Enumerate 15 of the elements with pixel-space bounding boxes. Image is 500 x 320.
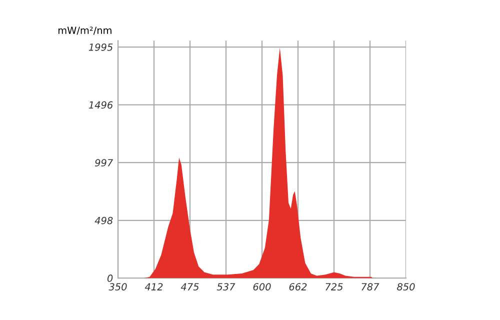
y-tick-label: 498: [94, 216, 113, 224]
x-tick-label: 412: [144, 283, 163, 290]
y-tick-label: 997: [95, 159, 114, 166]
y-axis-title: mW/m²/nm: [58, 26, 112, 35]
x-tick-label: 850: [397, 283, 415, 290]
x-tick-label: 662: [289, 283, 307, 290]
x-tick-label: 537: [216, 283, 236, 290]
x-tick-label: 787: [362, 283, 380, 290]
x-tick-label: 725: [326, 283, 343, 290]
y-tick-label: 0: [107, 274, 113, 282]
x-tick-label: 350: [108, 283, 127, 290]
x-tick-label: 600: [253, 283, 271, 290]
x-tick-label: 475: [180, 283, 199, 290]
y-tick-label: 1496: [88, 101, 113, 109]
y-tick-label: 1995: [88, 43, 113, 51]
